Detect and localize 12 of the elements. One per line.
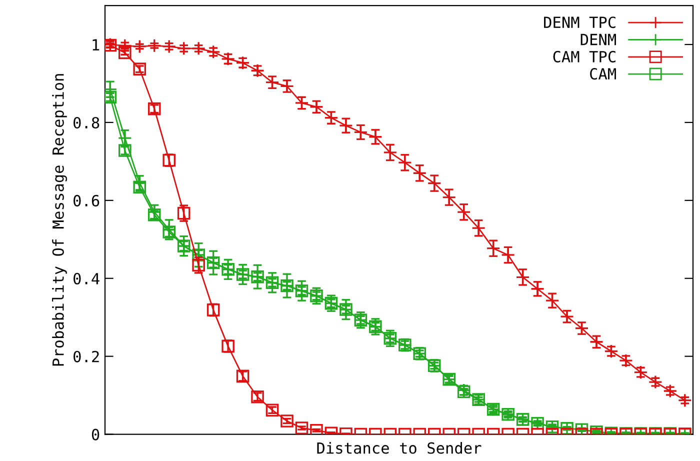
y-tick-label: 0.6 [74,194,100,206]
y-tick-label: 0.2 [74,350,99,362]
y-tick-label: 0.8 [74,116,100,129]
x-axis-title: Distance to Sender [317,442,482,454]
legend-label: CAM [590,68,616,80]
legend-label: CAM TPC [553,50,616,62]
y-tick-label: 0 [92,428,100,440]
y-tick-label: 0.4 [74,272,100,284]
y-axis-title: Probability Of Message Reception [52,74,67,366]
y-tick-label: 1 [92,39,100,50]
legend-label: DENM [580,34,616,46]
legend-label: DENM TPC [544,16,616,28]
